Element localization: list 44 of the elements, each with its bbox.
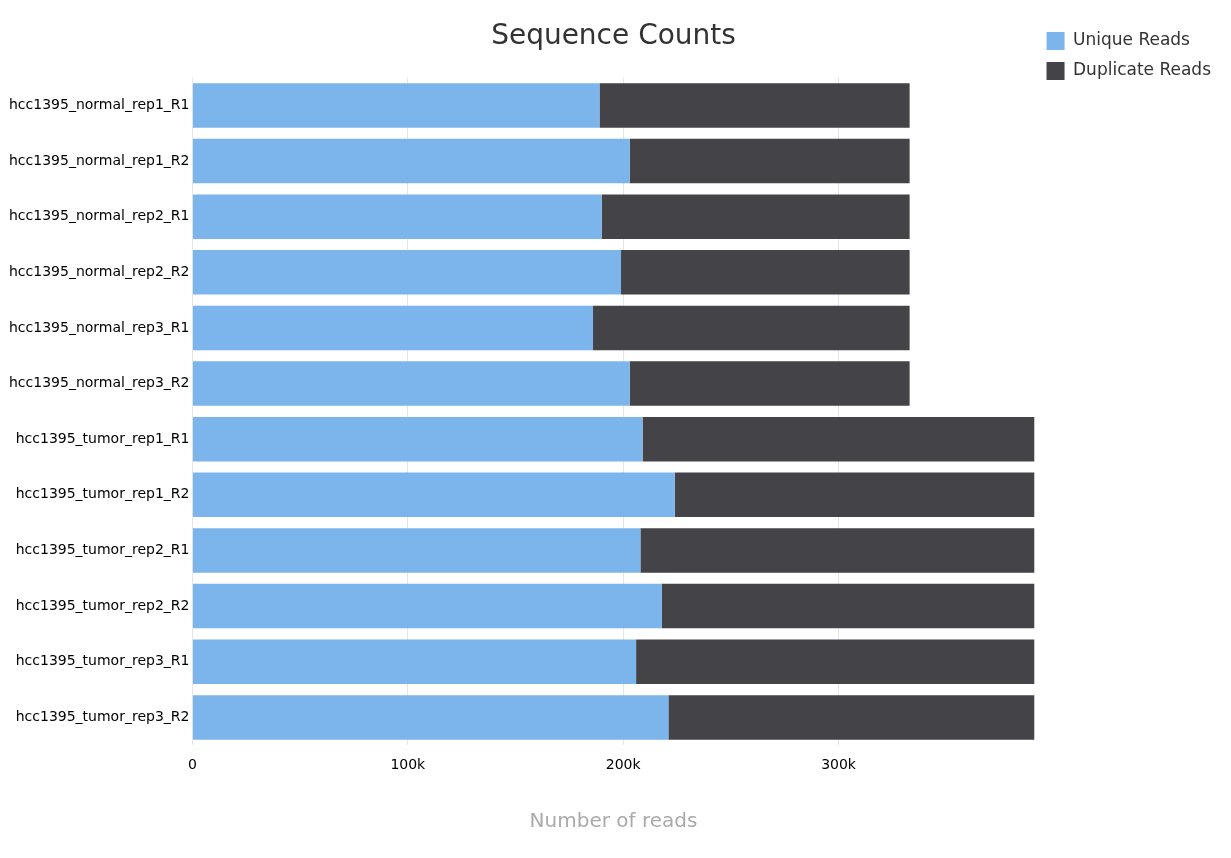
bar (192, 138, 630, 184)
bar (629, 138, 910, 184)
y-tick-label: hcc1395_normal_rep3_R2 (8, 374, 190, 391)
y-tick-label: hcc1395_normal_rep1_R2 (8, 151, 190, 168)
bar (642, 416, 1035, 462)
x-axis-title: Number of reads (529, 808, 698, 833)
y-tick-label: hcc1395_tumor_rep3_R2 (15, 708, 190, 725)
bar (192, 83, 600, 128)
bar (192, 250, 622, 295)
x-tick-label: 300k (821, 756, 857, 773)
bar (640, 528, 1035, 573)
bar (192, 416, 643, 462)
bar (192, 639, 637, 684)
x-tick-label: 0 (187, 756, 197, 773)
bar (661, 583, 1035, 629)
bar (601, 194, 910, 239)
bar (674, 472, 1035, 518)
legend-label: Duplicate Reads (1073, 59, 1212, 80)
y-tick-label: hcc1395_normal_rep3_R1 (8, 318, 190, 335)
bar (629, 361, 910, 406)
bar (636, 639, 1035, 684)
x-tick-label: 100k (390, 756, 427, 773)
bar (621, 250, 910, 295)
y-tick-label: hcc1395_normal_rep2_R2 (8, 262, 190, 279)
y-tick-label: hcc1395_tumor_rep1_R1 (15, 429, 190, 446)
bar (599, 83, 910, 128)
bar (192, 194, 602, 239)
bar (192, 305, 594, 351)
y-tick-label: hcc1395_tumor_rep2_R2 (15, 596, 190, 613)
bar (192, 695, 669, 740)
bar (192, 472, 675, 518)
bar (192, 361, 630, 406)
y-tick-label: hcc1395_tumor_rep3_R1 (15, 652, 190, 669)
y-tick-label: hcc1395_tumor_rep1_R2 (15, 485, 190, 502)
y-tick-label: hcc1395_tumor_rep2_R1 (15, 541, 190, 558)
bar (593, 305, 910, 351)
legend-label: Unique Reads (1073, 29, 1191, 50)
y-tick-label: hcc1395_normal_rep1_R1 (8, 96, 190, 113)
bar (192, 583, 662, 629)
bar (668, 695, 1035, 740)
y-tick-label: hcc1395_normal_rep2_R1 (8, 207, 190, 224)
x-tick-label: 200k (605, 756, 642, 773)
chart-title: Sequence Counts (491, 18, 736, 52)
bar (192, 528, 641, 573)
